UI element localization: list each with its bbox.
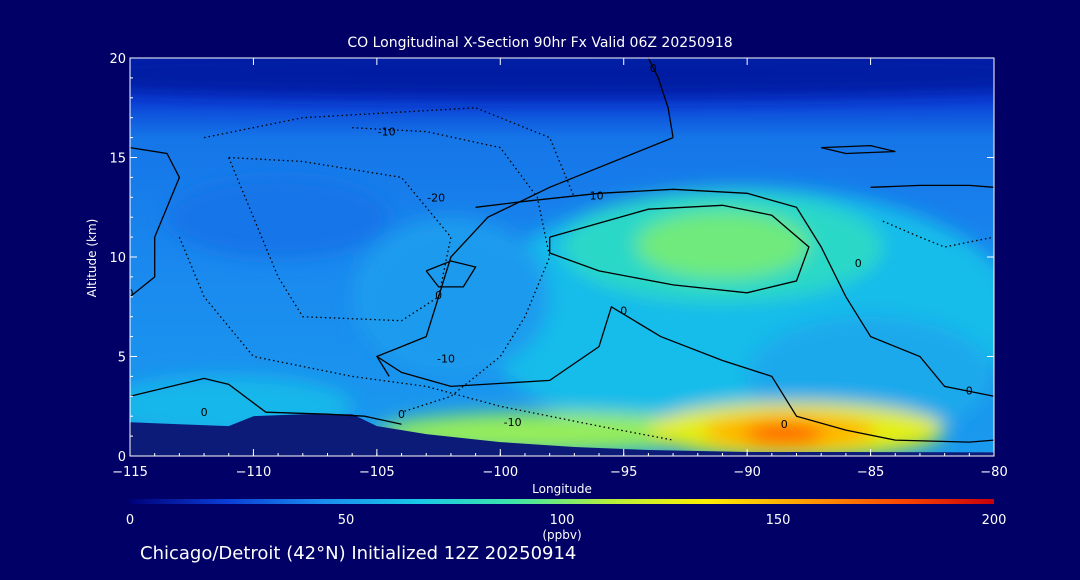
contour-zero-east [475, 188, 994, 397]
co-east-boundary-max [744, 422, 824, 447]
co-mid-plume [352, 217, 550, 377]
contour-label: 0 [855, 257, 862, 270]
x-tick-label: −90 [733, 465, 760, 480]
co-concentration-layers [130, 58, 994, 456]
contour-label: 0 [650, 62, 657, 75]
contour-zero-east-top [870, 184, 994, 188]
y-tick-label: 5 [118, 351, 126, 366]
contour-zero-small-loop [821, 144, 896, 155]
x-tick-label: −85 [857, 465, 884, 480]
contour-label: 0 [435, 289, 442, 302]
co-upper-minimum [130, 58, 994, 98]
contour-zero-far-west [130, 146, 181, 298]
contour-label: -20 [427, 191, 445, 204]
contour-neg-ten [352, 127, 551, 413]
co-west-low [167, 177, 390, 257]
contour-label: 0 [620, 305, 627, 318]
contour-label: -10 [437, 353, 455, 366]
x-tick-label: −105 [359, 465, 395, 480]
y-tick-label: 10 [109, 251, 126, 266]
footer-caption: Chicago/Detroit (42°N) Initialized 12Z 2… [140, 543, 577, 564]
contour-ten-plume [549, 204, 810, 294]
contour-zero-west [375, 136, 674, 377]
y-tick-label: 0 [118, 450, 126, 465]
contour-zero-boundary-west [130, 377, 402, 425]
co-high-plume-core [636, 211, 809, 279]
contour-zero-top [647, 58, 674, 138]
x-tick-label: −80 [980, 465, 1007, 480]
contour-lines [130, 58, 994, 443]
contour-label: 0 [398, 408, 405, 421]
contour-label: 0 [201, 406, 208, 419]
contour-label: 0 [966, 384, 973, 397]
contour-label: 10 [590, 189, 604, 202]
colorbar-tick-label: 100 [550, 513, 575, 528]
contour-zero-loop [425, 260, 477, 288]
contour-label: -10 [378, 126, 396, 139]
contour-zero-lower [376, 305, 994, 443]
colorbar-tick-label: 200 [982, 513, 1007, 528]
y-axis-label: Altitude (km) [85, 218, 99, 298]
y-tick-label: 20 [109, 52, 126, 67]
x-tick-label: −95 [610, 465, 637, 480]
chart-title: CO Longitudinal X-Section 90hr Fx Valid … [347, 35, 733, 51]
co-field: -10 -10 -20 10 -10 0 0 0 0 0 0 0 0 0 [127, 58, 994, 456]
colorbar-tick-label: 150 [766, 513, 791, 528]
contour-neg-ten-lower [178, 236, 674, 441]
colorbar-units: (ppbv) [542, 528, 582, 542]
contour-label: 0 [781, 418, 788, 431]
contour-label: 0 [127, 287, 134, 300]
colorbar [130, 499, 994, 504]
x-tick-label: −100 [482, 465, 518, 480]
terrain [130, 414, 994, 456]
x-tick-label: −110 [236, 465, 272, 480]
contour-label: -10 [504, 416, 522, 429]
colorbar-tick-label: 50 [338, 513, 355, 528]
x-tick-label: −115 [112, 465, 148, 480]
y-tick-label: 15 [109, 152, 126, 167]
colorbar-tick-label: 0 [126, 513, 134, 528]
x-axis-label: Longitude [532, 482, 592, 496]
